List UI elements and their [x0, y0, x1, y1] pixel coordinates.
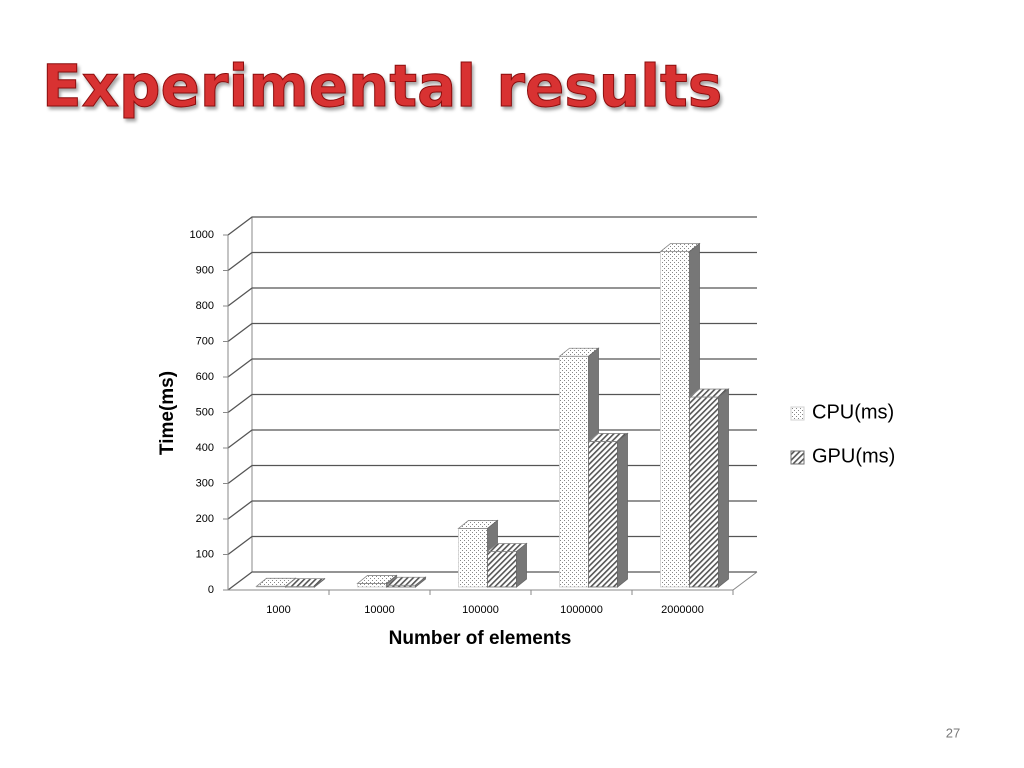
page-number: 27 — [946, 725, 960, 740]
x-axis-label: Number of elements — [389, 628, 572, 649]
y-tick-label: 200 — [196, 513, 214, 525]
y-tick-label: 700 — [196, 335, 214, 347]
y-tick-label: 300 — [196, 477, 214, 489]
bar-front — [689, 396, 719, 588]
bar-front — [559, 355, 589, 588]
bar-side — [415, 576, 426, 588]
x-tick-label: 100000 — [462, 604, 499, 616]
bar-side — [617, 432, 628, 588]
bar — [356, 574, 398, 588]
legend-label: GPU(ms) — [812, 445, 895, 467]
bar-front — [357, 583, 387, 588]
y-tick-label: 900 — [196, 264, 214, 276]
y-tick-label: 100 — [196, 548, 214, 560]
bar-side — [516, 542, 527, 588]
y-tick-label: 400 — [196, 442, 214, 454]
legend-swatch — [790, 406, 805, 421]
x-tick-label: 2000000 — [661, 604, 704, 616]
y-axis-label: Time(ms) — [157, 371, 178, 455]
x-tick-label: 1000 — [266, 604, 290, 616]
bar — [587, 432, 629, 588]
legend-swatch — [790, 450, 805, 465]
bar — [486, 542, 528, 588]
y-tick-label: 800 — [196, 300, 214, 312]
bar-side — [718, 388, 729, 588]
bar-side — [314, 577, 325, 588]
bar-front — [487, 551, 517, 588]
grid-line — [227, 287, 757, 307]
legend-label: CPU(ms) — [812, 401, 894, 423]
y-tick-label: 500 — [196, 406, 214, 418]
bar — [457, 519, 499, 588]
bar — [688, 388, 730, 588]
grid-line — [227, 322, 757, 343]
y-tick-label: 0 — [208, 584, 214, 596]
slide-title: Experimental results — [42, 52, 722, 120]
x-tick-label: 1000000 — [560, 604, 603, 616]
grid-line — [227, 216, 757, 236]
bar — [385, 576, 427, 588]
grid-line — [227, 251, 757, 272]
bar-front — [458, 528, 488, 588]
y-tick-label: 1000 — [190, 229, 214, 241]
y-tick-label: 600 — [196, 371, 214, 383]
bar-front — [660, 251, 690, 588]
bar — [284, 577, 326, 588]
bar-front — [588, 441, 618, 588]
x-tick-label: 10000 — [364, 604, 395, 616]
